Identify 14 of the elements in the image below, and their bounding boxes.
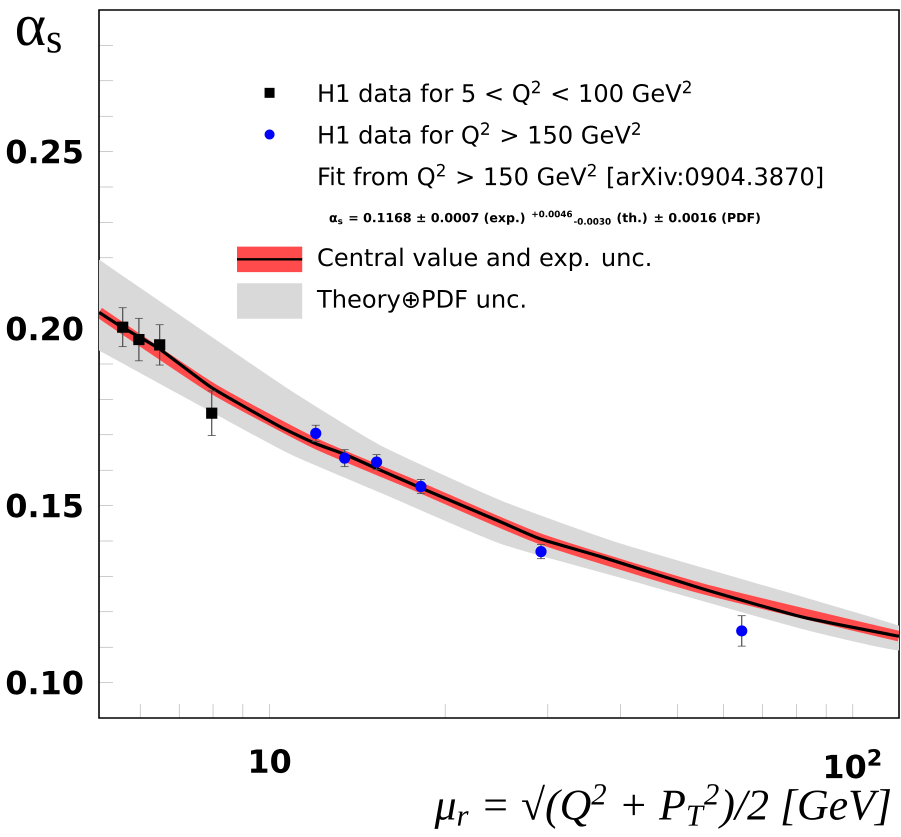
x-tick-label: 10	[250, 749, 290, 774]
legend-label: H1 data for 5 < Q$^{2}$ < 100 GeV$^{2}$	[319, 80, 691, 106]
y-tick-label: 0.20	[6, 316, 82, 341]
legend-label: H1 data for Q$^{2}$ > 150 GeV$^{2}$	[319, 122, 640, 147]
y-tick-label: 0.10	[6, 670, 82, 695]
x-axis-title: μ$_{r}$ = √(Q$^{2}$ + P$_{T}$$^{2}$)/2 [GeV]	[434, 784, 890, 829]
y-tick-label: 0.15	[6, 494, 82, 518]
legend-label: Central value and exp. unc.	[318, 248, 650, 272]
annotation: Fit from Q$^{2}$ > 150 GeV$^{2}$ [arXiv:0904.3870]	[319, 164, 822, 188]
y-axis-title: α$_{s}$	[16, 16, 61, 53]
legend-label: Theory⊕PDF unc.	[316, 289, 524, 313]
x-tick-label: 10$^{2}$	[826, 749, 880, 779]
annotation: α$_{s}$ = 0.1168 ± 0.0007 (exp.) $^{+0.0046}$$_{-0.0030}$ (th.) ± 0.0016 (PDF)	[330, 210, 760, 225]
y-tick-label: 0.25	[6, 140, 82, 164]
